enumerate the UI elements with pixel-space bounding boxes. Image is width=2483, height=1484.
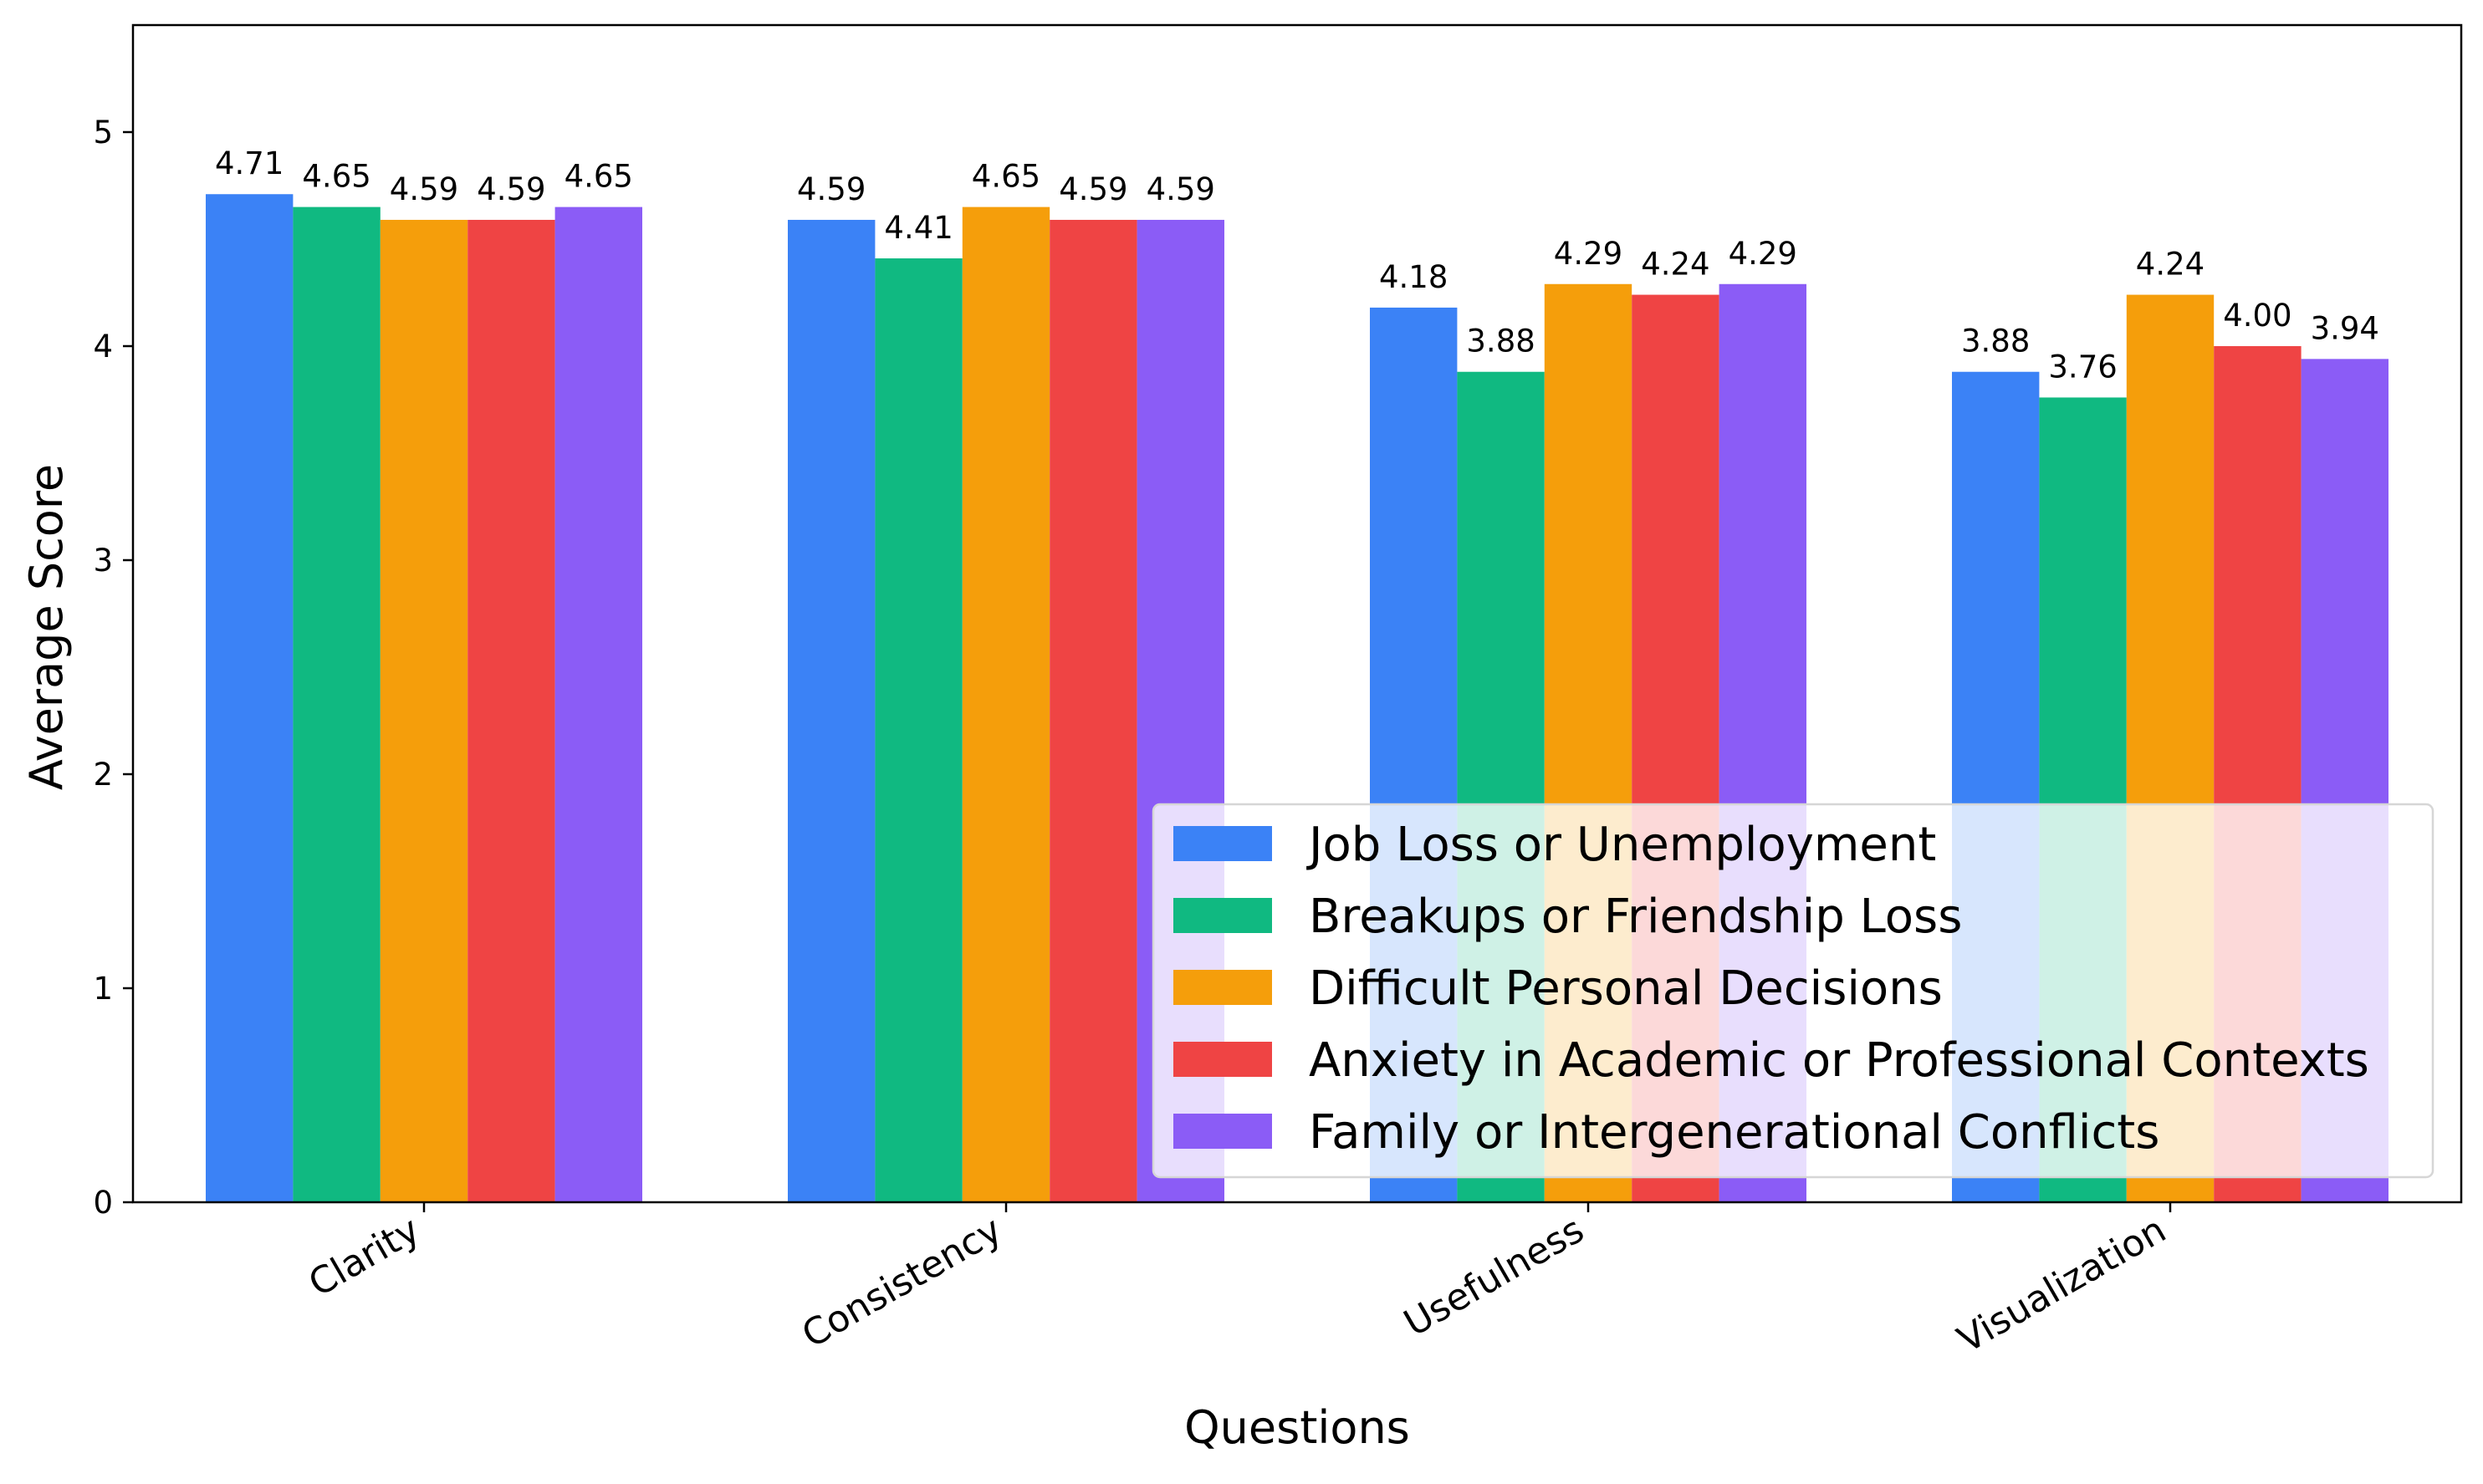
y-tick-label: 1	[93, 971, 113, 1007]
bar	[554, 207, 642, 1203]
bar-value-label: 4.24	[2136, 247, 2205, 283]
bar-value-label: 4.65	[972, 159, 1040, 195]
y-tick-label: 5	[93, 115, 113, 150]
bar-value-label: 4.65	[565, 159, 633, 195]
bar-value-label: 4.24	[1641, 247, 1709, 283]
bar-value-label: 3.88	[1961, 324, 2030, 360]
legend-label: Family or Intergenerational Conflicts	[1309, 1105, 2159, 1160]
bar	[875, 258, 963, 1202]
bar-value-label: 4.29	[1729, 236, 1797, 272]
bar	[380, 219, 468, 1203]
bar	[962, 207, 1050, 1203]
legend: Job Loss or Unemployment Breakups or Frie…	[1152, 803, 2434, 1179]
bar-value-label: 4.29	[1554, 236, 1622, 272]
y-tick-label: 0	[93, 1185, 113, 1221]
legend-label: Breakups or Friendship Loss	[1309, 890, 1962, 944]
legend-swatch	[1173, 898, 1272, 933]
bar	[788, 219, 876, 1203]
legend-label: Job Loss or Unemployment	[1306, 818, 1936, 872]
bar-value-label: 3.76	[2048, 349, 2117, 385]
legend-swatch	[1173, 1114, 1272, 1149]
legend-swatch	[1173, 826, 1272, 861]
bar	[293, 207, 381, 1203]
bar	[467, 219, 555, 1203]
bar-value-label: 4.59	[390, 171, 458, 207]
plot-frame	[131, 23, 2463, 1204]
bar	[206, 194, 294, 1203]
bar-value-label: 4.59	[1147, 171, 1215, 207]
bar-value-label: 4.71	[215, 145, 284, 181]
bar-value-label: 4.59	[1059, 171, 1127, 207]
legend-box	[1152, 803, 2434, 1179]
x-axis-title: Questions	[1184, 1401, 1410, 1454]
y-tick-label: 4	[93, 329, 113, 365]
bar-value-label: 4.59	[797, 171, 866, 207]
bar-value-label: 4.18	[1379, 259, 1448, 295]
legend-label: Anxiety in Academic or Professional Cont…	[1309, 1033, 2369, 1088]
bar-value-label: 4.41	[884, 210, 953, 246]
bar-value-label: 3.88	[1466, 324, 1535, 360]
y-axis-title: Average Score	[20, 464, 73, 790]
bar-value-label: 4.00	[2223, 298, 2291, 334]
legend-swatch	[1173, 1042, 1272, 1077]
y-tick-label: 3	[93, 543, 113, 579]
bar-value-label: 4.65	[302, 159, 370, 195]
legend-label: Difficult Personal Decisions	[1309, 961, 1943, 1016]
bar-value-label: 3.94	[2311, 310, 2379, 346]
y-tick-label: 2	[93, 757, 113, 793]
bar-value-label: 4.59	[477, 171, 545, 207]
bar	[1050, 219, 1137, 1203]
legend-swatch	[1173, 970, 1272, 1005]
bar-labels-layer: 4.71 4.59 4.18 3.88 4.65 4.41 3.88 3.76 4.59 4.65…	[215, 145, 2379, 385]
